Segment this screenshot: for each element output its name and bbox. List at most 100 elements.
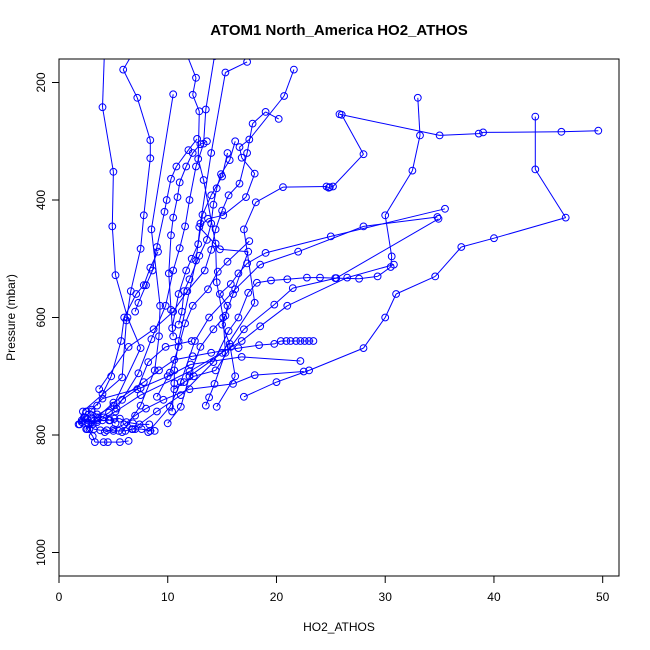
series-line-segment (241, 325, 261, 342)
data-point (175, 244, 184, 253)
data-point (185, 275, 194, 284)
data-point (77, 418, 86, 427)
series-line-segment (332, 153, 364, 187)
series-line-segment (96, 393, 103, 406)
data-point (111, 419, 120, 428)
data-point (186, 360, 195, 369)
series-line-segment (91, 398, 103, 411)
series-line-segment (239, 139, 250, 148)
series-line-segment (534, 169, 567, 218)
data-point (201, 401, 210, 410)
series-line-segment (254, 371, 304, 376)
series-line-segment (384, 170, 413, 216)
data-point (187, 337, 196, 345)
series-line-segment (145, 270, 153, 286)
data-point (146, 154, 155, 163)
data-point (337, 110, 346, 119)
data-point (479, 128, 488, 137)
data-point (99, 438, 108, 447)
data-point (147, 335, 156, 344)
data-point (100, 428, 109, 437)
data-point (147, 225, 156, 234)
series-line-segment (283, 69, 295, 97)
data-point (98, 394, 107, 403)
series-line-segment (260, 251, 299, 266)
data-point (109, 427, 118, 435)
data-point (235, 179, 244, 188)
data-point (234, 313, 243, 322)
data-point (146, 263, 155, 272)
data-point (161, 343, 170, 351)
series-line-segment (136, 361, 149, 390)
series-line-segment (91, 419, 98, 423)
series-line-segment (220, 159, 231, 175)
series-line-segment (219, 293, 228, 307)
data-point (557, 127, 566, 136)
data-point (128, 425, 136, 434)
data-point (256, 322, 265, 331)
series-line-segment (377, 266, 391, 277)
data-point (98, 390, 107, 398)
series-line-segment (183, 375, 195, 383)
data-point (223, 257, 232, 266)
data-point (111, 271, 120, 280)
series-line-segment (265, 111, 279, 120)
data-point (261, 108, 270, 116)
series-line-segment (184, 199, 190, 227)
data-point (242, 193, 250, 202)
y-tick-label: 400 (34, 190, 48, 210)
series-line-segment (363, 317, 386, 349)
series-line-segment (168, 235, 172, 274)
data-point (174, 320, 183, 329)
data-point (93, 401, 101, 410)
x-tick-label: 30 (379, 590, 393, 604)
series-line-segment (140, 215, 145, 249)
x-tick-label: 40 (487, 590, 501, 604)
series-line-segment (234, 264, 261, 290)
series-line-segment (150, 305, 167, 340)
series-line-segment (150, 229, 161, 306)
series-line-segment (185, 152, 194, 167)
data-point (225, 156, 234, 165)
series-line-segment (198, 239, 208, 257)
data-point (290, 65, 298, 74)
data-point (154, 247, 162, 256)
data-point (142, 281, 150, 290)
series-7 (163, 204, 449, 428)
data-point (166, 402, 174, 411)
data-point (167, 306, 175, 314)
data-point (218, 206, 227, 215)
series-line-segment (170, 166, 177, 180)
data-point (85, 425, 94, 434)
series-line-segment (245, 173, 256, 198)
data-point (205, 393, 214, 402)
series-line-segment (212, 188, 218, 205)
data-point (359, 150, 368, 159)
series-line-segment (171, 293, 180, 329)
data-point (408, 166, 417, 175)
series-line-segment (221, 152, 228, 177)
data-point (250, 298, 259, 307)
data-point (169, 307, 178, 316)
data-point (272, 378, 281, 387)
series-line-segment (216, 173, 222, 189)
y-tick-label: 200 (34, 72, 48, 92)
data-point (209, 325, 218, 334)
data-point (172, 162, 181, 171)
series-line-segment (335, 277, 360, 280)
data-point (286, 337, 295, 345)
series-line-segment (339, 113, 440, 136)
series-line-segment (116, 373, 139, 409)
series-line-segment (141, 428, 151, 432)
data-point (137, 425, 146, 434)
series-line-segment (185, 258, 193, 271)
series-17 (85, 337, 196, 434)
data-point (243, 59, 251, 66)
data-point (316, 273, 324, 282)
series-line-segment (265, 235, 331, 254)
data-point (117, 337, 125, 345)
data-point (119, 65, 128, 74)
data-point (207, 348, 216, 357)
data-point (168, 407, 177, 416)
